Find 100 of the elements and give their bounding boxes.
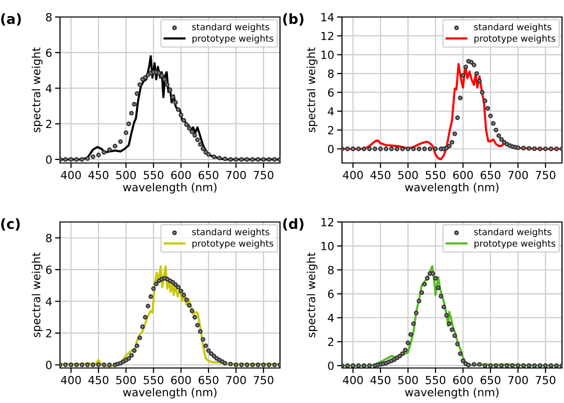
y-axis-title: spectral weight [306, 252, 318, 338]
point [424, 276, 430, 281]
point [538, 363, 542, 368]
x-tick-label: 750 [254, 376, 274, 384]
y-tick-label: 2 [46, 329, 52, 338]
chart-title: (b) [283, 13, 304, 26]
point [521, 363, 526, 368]
point [400, 146, 405, 152]
point [200, 146, 206, 152]
y-tick-label: 4 [46, 297, 52, 306]
y-axis-title: spectral weight [32, 252, 43, 338]
point [516, 363, 520, 368]
y-tick-label: 10 [321, 50, 334, 60]
point [554, 363, 559, 368]
point [195, 138, 200, 142]
point [406, 340, 410, 346]
point [538, 146, 542, 152]
point [222, 156, 228, 162]
point [164, 82, 170, 87]
point [244, 157, 250, 162]
point [416, 146, 422, 152]
y-tick-label: 6 [328, 88, 334, 97]
point [203, 150, 208, 155]
point [176, 107, 181, 112]
point [178, 112, 184, 118]
point [474, 71, 480, 76]
point [132, 102, 137, 107]
point [433, 146, 438, 152]
point [162, 76, 167, 82]
point [446, 144, 452, 148]
point [74, 157, 79, 162]
point [402, 348, 408, 352]
point [472, 362, 476, 367]
point [444, 313, 449, 318]
y-tick-label: 6 [46, 48, 52, 57]
point [526, 363, 532, 368]
legend-label: standard weights [192, 23, 270, 32]
point [488, 114, 493, 118]
legend-label: prototype weights [192, 34, 274, 44]
x-axis-title: wavelength (nm) [123, 182, 216, 194]
point [422, 146, 427, 152]
point [428, 146, 432, 152]
point [124, 130, 128, 136]
x-tick-label: 750 [536, 376, 556, 384]
point [468, 60, 474, 65]
point [350, 363, 356, 368]
point [419, 290, 424, 295]
x-tick-label: 450 [370, 170, 390, 180]
x-tick-label: 550 [144, 376, 164, 384]
point [63, 157, 68, 162]
point [414, 310, 419, 316]
point [173, 100, 178, 105]
y-tick-label: 2 [46, 120, 52, 128]
point [239, 157, 244, 162]
point [234, 157, 238, 162]
point [455, 342, 460, 346]
point [496, 133, 502, 138]
point [102, 150, 106, 155]
point [460, 358, 466, 364]
point [526, 146, 532, 151]
y-tick-label: 12 [321, 32, 334, 40]
x-tick-label: 650 [480, 170, 500, 180]
point [118, 139, 123, 144]
point [378, 146, 383, 152]
point [356, 363, 361, 368]
point [80, 157, 84, 162]
point [411, 321, 416, 326]
point [266, 157, 272, 162]
point [482, 98, 488, 104]
y-tick-label: 0 [328, 362, 334, 370]
point [472, 62, 476, 68]
point [217, 156, 222, 160]
chart-title: (d) [283, 218, 304, 231]
x-tick-label: 550 [426, 376, 446, 384]
x-tick-label: 600 [171, 376, 191, 384]
point [356, 146, 361, 152]
point [543, 146, 548, 152]
point [521, 146, 526, 150]
point [490, 121, 496, 126]
y-tick-label: 8 [46, 12, 52, 22]
x-tick-label: 600 [171, 170, 191, 180]
x-tick-label: 400 [60, 170, 81, 180]
point [504, 363, 510, 368]
x-tick-label: 650 [198, 170, 218, 180]
chart-title: (a) [1, 13, 21, 26]
x-tick-label: 600 [453, 170, 473, 180]
point [212, 154, 216, 160]
point [397, 354, 402, 358]
point [408, 332, 414, 337]
legend-label: standard weights [192, 228, 270, 238]
point [96, 152, 101, 158]
point [198, 142, 203, 147]
point [206, 152, 211, 157]
x-tick-label: 700 [226, 170, 246, 180]
y-tick-label: 8 [328, 266, 334, 274]
point [458, 351, 463, 356]
point [112, 144, 118, 148]
x-axis-title: wavelength (nm) [405, 388, 498, 399]
point [450, 327, 454, 332]
point [441, 304, 446, 310]
